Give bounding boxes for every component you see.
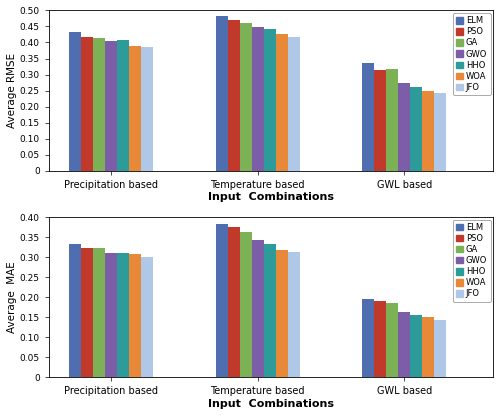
- Bar: [410, 87, 422, 171]
- Bar: [264, 29, 276, 171]
- Bar: [398, 82, 410, 171]
- Bar: [374, 70, 386, 171]
- Bar: [240, 22, 252, 171]
- Bar: [422, 317, 434, 377]
- Bar: [362, 63, 374, 171]
- Bar: [288, 252, 300, 377]
- Bar: [252, 240, 264, 377]
- Legend: ELM, PSO, GA, GWO, HHO, WOA, JFO: ELM, PSO, GA, GWO, HHO, WOA, JFO: [452, 13, 490, 95]
- Bar: [93, 38, 105, 171]
- Bar: [81, 248, 93, 377]
- Bar: [264, 244, 276, 377]
- Bar: [141, 257, 153, 377]
- Bar: [117, 253, 129, 377]
- Bar: [240, 232, 252, 377]
- X-axis label: Input  Combinations: Input Combinations: [208, 399, 334, 409]
- Y-axis label: Average  MAE: Average MAE: [7, 261, 17, 333]
- Bar: [228, 20, 239, 171]
- Bar: [141, 47, 153, 171]
- Bar: [129, 46, 141, 171]
- X-axis label: Input  Combinations: Input Combinations: [208, 193, 334, 203]
- Bar: [105, 253, 117, 377]
- Bar: [216, 224, 228, 377]
- Bar: [105, 41, 117, 171]
- Bar: [129, 254, 141, 377]
- Bar: [69, 32, 81, 171]
- Bar: [216, 16, 228, 171]
- Bar: [422, 91, 434, 171]
- Bar: [410, 315, 422, 377]
- Bar: [434, 320, 446, 377]
- Bar: [434, 93, 446, 171]
- Bar: [69, 244, 81, 377]
- Bar: [386, 303, 398, 377]
- Bar: [276, 35, 287, 171]
- Bar: [117, 40, 129, 171]
- Bar: [252, 27, 264, 171]
- Bar: [374, 301, 386, 377]
- Bar: [398, 312, 410, 377]
- Bar: [288, 37, 300, 171]
- Bar: [386, 69, 398, 171]
- Bar: [93, 248, 105, 377]
- Bar: [228, 227, 239, 377]
- Bar: [276, 250, 287, 377]
- Bar: [362, 299, 374, 377]
- Bar: [81, 37, 93, 171]
- Legend: ELM, PSO, GA, GWO, HHO, WOA, JFO: ELM, PSO, GA, GWO, HHO, WOA, JFO: [452, 220, 490, 302]
- Y-axis label: Average RMSE: Average RMSE: [7, 53, 17, 128]
